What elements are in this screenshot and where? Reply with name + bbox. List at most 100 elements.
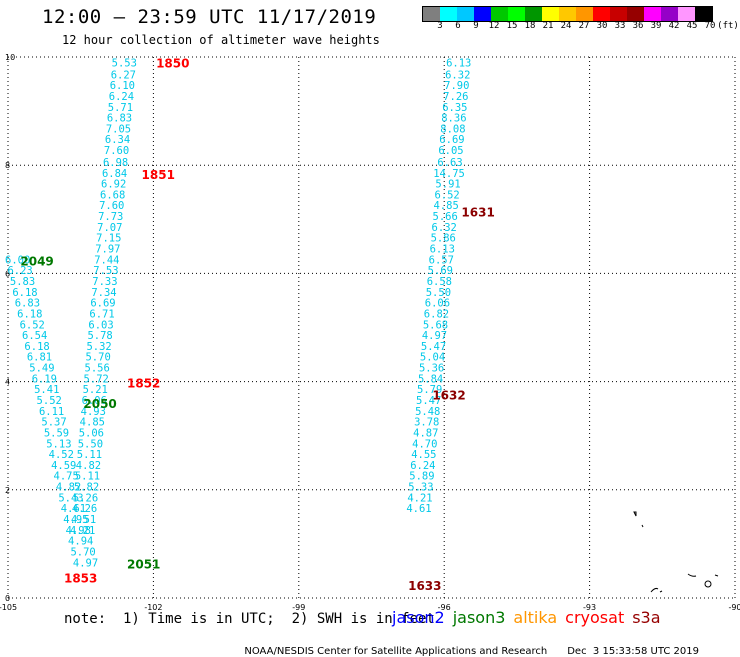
colorbar-swatch bbox=[440, 7, 457, 21]
colorbar-swatch bbox=[593, 7, 610, 21]
wave-height-value: 5.37 bbox=[41, 417, 66, 429]
wave-height-value: 5.41 bbox=[34, 384, 59, 396]
coastline bbox=[633, 511, 719, 593]
pass-time-label: 1853 bbox=[64, 571, 97, 585]
y-tick-label: 10 bbox=[5, 53, 15, 62]
wave-height-value: 7.60 bbox=[104, 145, 129, 157]
wave-height-value: 6.11 bbox=[39, 406, 64, 418]
track-pass-1853: 1853 bbox=[64, 571, 97, 585]
wave-height-value: 6.54 bbox=[22, 330, 47, 342]
wave-height-value: 5.26 bbox=[73, 492, 98, 504]
colorbar-swatch bbox=[474, 7, 491, 21]
y-tick-label: 6 bbox=[5, 269, 10, 278]
colorbar-label: 24 bbox=[560, 21, 572, 31]
wave-height-value: 6.23 bbox=[7, 265, 32, 277]
wave-height-value: 4.55 bbox=[411, 449, 436, 461]
wave-height-value: 6.83 bbox=[107, 113, 132, 125]
colorbar-swatch bbox=[695, 7, 712, 21]
wave-height-value: 6.18 bbox=[12, 287, 37, 299]
wave-height-value: 5.72 bbox=[84, 373, 109, 385]
wave-height-value: 6.32 bbox=[445, 69, 470, 81]
wave-height-value: 4.85 bbox=[80, 417, 105, 429]
y-tick-label: 4 bbox=[5, 378, 10, 387]
colorbar-label: 15 bbox=[506, 21, 518, 31]
wave-height-value: 5.13 bbox=[46, 438, 71, 450]
wave-height-value: 4.21 bbox=[407, 492, 432, 504]
wave-height-value: 3.78 bbox=[414, 417, 439, 429]
wave-height-value: 7.33 bbox=[92, 276, 117, 288]
wave-height-value: 6.13 bbox=[430, 244, 455, 256]
wave-height-value: 5.11 bbox=[77, 449, 102, 461]
wave-height-value: 5.84 bbox=[418, 373, 443, 385]
y-tick-label: 0 bbox=[5, 594, 10, 603]
wave-height-value: 5.52 bbox=[37, 395, 62, 407]
altimeter-tracks: 5.536.276.106.245.716.837.056.347.606.98… bbox=[5, 56, 495, 593]
x-tick-label: -102 bbox=[144, 603, 162, 612]
pass-time-label: 2049 bbox=[20, 254, 53, 268]
legend-item-cryosat: cryosat bbox=[565, 608, 625, 627]
wave-height-value: 5.36 bbox=[419, 363, 444, 375]
wave-height-value: 5.71 bbox=[108, 102, 133, 114]
track-pass-1850: 5.536.276.106.245.716.837.056.347.606.98… bbox=[70, 56, 189, 536]
wave-height-value: 5.78 bbox=[87, 330, 112, 342]
colorbar-swatch bbox=[678, 7, 695, 21]
wave-height-value: 5.48 bbox=[415, 406, 440, 418]
wave-height-value: 4.51 bbox=[71, 514, 96, 526]
colorbar-swatch bbox=[525, 7, 542, 21]
wave-height-value: 5.32 bbox=[86, 341, 111, 353]
wave-height-value: 4.61 bbox=[406, 503, 431, 515]
colorbar-label: 6 bbox=[455, 21, 461, 31]
wave-height-value: 7.60 bbox=[99, 200, 124, 212]
wave-height-value: 6.69 bbox=[90, 298, 115, 310]
colorbar-label: 12 bbox=[488, 21, 500, 31]
wave-height-value: 4.82 bbox=[56, 482, 81, 494]
wave-height-value: 6.24 bbox=[109, 91, 134, 103]
track-pass-1852: 1852 bbox=[127, 377, 160, 391]
wave-height-value: 5.50 bbox=[78, 438, 103, 450]
pass-time-label: 1631 bbox=[461, 206, 494, 220]
axis-ticks: -105 -102 -99 -96 -93 -90 0 2 4 6 8 10 bbox=[0, 53, 740, 612]
wave-height-value: 7.34 bbox=[91, 287, 116, 299]
wave-height-value: 7.53 bbox=[93, 265, 118, 277]
colorbar-swatch bbox=[627, 7, 644, 21]
colorbar-label: 27 bbox=[578, 21, 590, 31]
wave-height-value: 6.58 bbox=[427, 276, 452, 288]
wave-height-value: 4.95 bbox=[63, 514, 88, 526]
colorbar-label: 33 bbox=[614, 21, 626, 31]
wave-height-value: 4.70 bbox=[412, 438, 437, 450]
y-tick-label: 2 bbox=[5, 486, 10, 495]
wave-height-value: 6.35 bbox=[442, 102, 467, 114]
colorbar-swatch bbox=[542, 7, 559, 21]
wave-height-value: 4.61 bbox=[61, 503, 86, 515]
pass-time-label: 1633 bbox=[408, 579, 441, 593]
wave-height-value: 4.97 bbox=[73, 557, 98, 569]
wave-height-value: 5.50 bbox=[426, 287, 451, 299]
colorbar-swatch bbox=[644, 7, 661, 21]
track-pass-1631: 6.136.327.907.266.358.368.086.696.056.63… bbox=[406, 57, 494, 515]
colorbar-label: 45 bbox=[686, 21, 698, 31]
colorbar-swatch bbox=[576, 7, 593, 21]
wave-height-value: 7.26 bbox=[443, 91, 468, 103]
wave-height-value: 5.11 bbox=[75, 471, 100, 483]
wave-height-value: 6.92 bbox=[101, 179, 126, 191]
legend-item-altika: altika bbox=[513, 608, 558, 627]
colorbar-label: 3 bbox=[437, 21, 443, 31]
wave-height-value: 6.06 bbox=[82, 395, 107, 407]
wave-height-value: 6.98 bbox=[103, 157, 128, 169]
wave-height-value: 6.69 bbox=[439, 134, 464, 146]
x-tick-label: -93 bbox=[583, 603, 596, 612]
page-title: 12:00 – 23:59 UTC 11/17/2019 bbox=[42, 6, 377, 28]
footnote: note: 1) Time is in UTC; 2) SWH is in fe… bbox=[64, 611, 435, 627]
colorbar-label: 9 bbox=[473, 21, 479, 31]
wave-height-value: 4.98 bbox=[66, 525, 91, 537]
wave-height-value: 6.27 bbox=[111, 69, 136, 81]
wave-height-value: 5.47 bbox=[421, 341, 446, 353]
legend-item-s3a: s3a bbox=[632, 608, 661, 627]
pass-time-label: 1632 bbox=[432, 389, 465, 403]
wave-height-value: 6.24 bbox=[410, 460, 435, 472]
track-pass-2049: 6.006.235.836.186.836.186.526.546.186.81… bbox=[5, 254, 98, 569]
wave-height-value: 6.13 bbox=[446, 57, 471, 69]
legend-item-jason2: jason2 bbox=[392, 608, 445, 627]
wave-height-value: 5.06 bbox=[79, 427, 104, 439]
